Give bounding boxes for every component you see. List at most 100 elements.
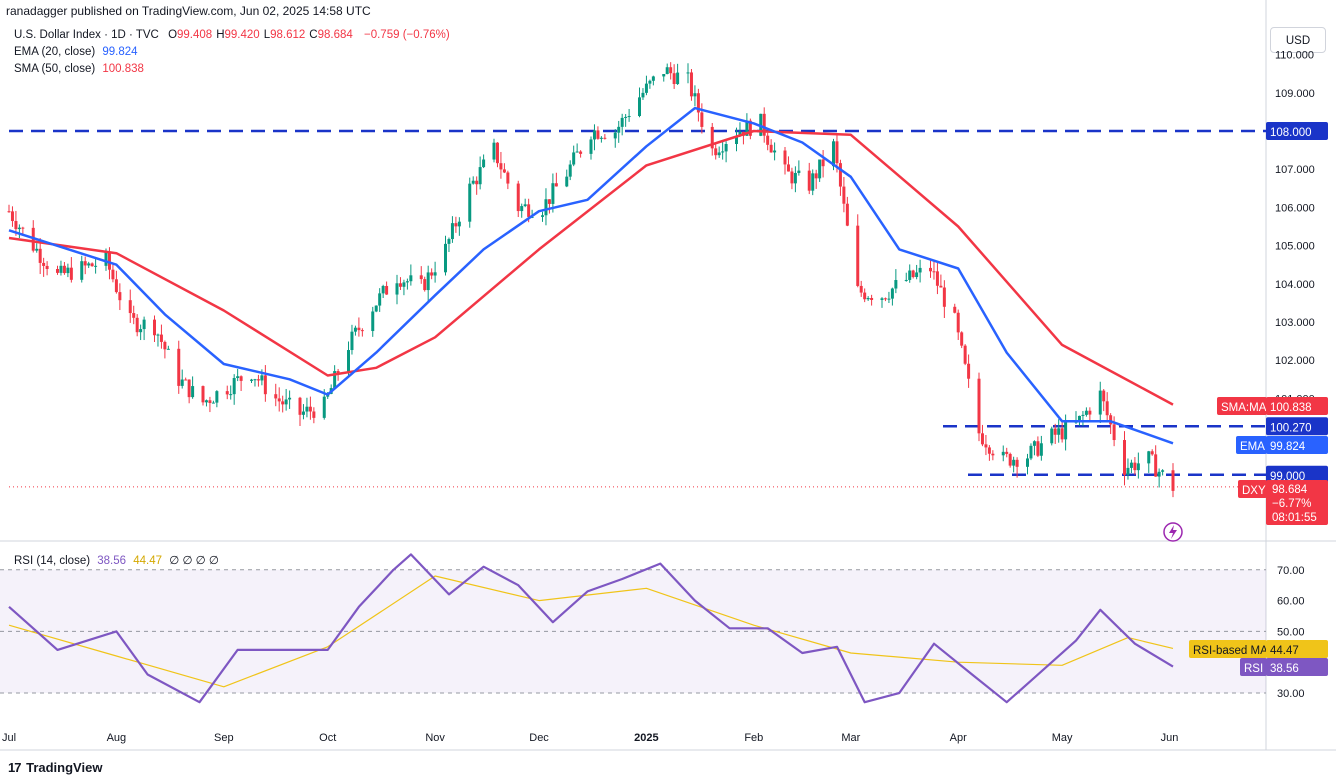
level-badge-99: 99.000 bbox=[1266, 465, 1328, 484]
candle-body bbox=[838, 163, 842, 187]
sma-label: SMA (50, close) bbox=[14, 63, 96, 75]
candle-body bbox=[1015, 459, 1019, 467]
candle-body bbox=[648, 80, 652, 84]
candle-body bbox=[547, 199, 551, 204]
candle bbox=[142, 316, 146, 341]
candle bbox=[80, 255, 84, 283]
ohlc-value-c: 98.684 bbox=[317, 29, 353, 41]
candle-body bbox=[83, 261, 87, 266]
candle bbox=[395, 274, 399, 305]
candle-body bbox=[696, 93, 700, 113]
candle bbox=[880, 297, 884, 308]
dxy-price: 98.684 bbox=[1272, 484, 1308, 496]
candle bbox=[859, 280, 863, 297]
candle bbox=[894, 269, 898, 294]
candle-body bbox=[191, 386, 195, 398]
candle bbox=[17, 224, 21, 239]
candle-body bbox=[1112, 424, 1116, 441]
rsi-line[interactable] bbox=[8, 553, 1174, 704]
candle-body bbox=[1084, 410, 1088, 415]
candle bbox=[308, 396, 312, 420]
rsi-ma-value: 44.47 bbox=[133, 555, 163, 567]
candle-body bbox=[409, 275, 413, 282]
rsi-tick-label: 50.00 bbox=[1277, 626, 1305, 638]
candle bbox=[551, 173, 555, 213]
candle bbox=[381, 284, 385, 299]
candle bbox=[714, 143, 718, 160]
candle-body bbox=[250, 379, 253, 381]
ema-legend[interactable]: EMA (20, close) 99.824 bbox=[14, 46, 138, 58]
candle bbox=[967, 354, 971, 388]
lightning-icon[interactable] bbox=[1163, 522, 1183, 542]
dxy-countdown: 08:01:55 bbox=[1272, 512, 1317, 524]
rsi-legend[interactable]: RSI (14, close) 38.56 44.47 ∅ ∅ ∅ ∅ bbox=[14, 553, 219, 567]
candle bbox=[1088, 407, 1092, 422]
time-tick-label: Dec bbox=[529, 732, 549, 744]
tradingview-logo[interactable]: 17 TradingView bbox=[8, 760, 102, 775]
candle-body bbox=[1050, 428, 1054, 444]
candle-body bbox=[80, 261, 84, 280]
candle-body bbox=[890, 288, 894, 299]
candle bbox=[457, 217, 461, 236]
candle bbox=[42, 257, 46, 277]
candle bbox=[378, 288, 382, 312]
candle bbox=[159, 324, 163, 349]
candle bbox=[253, 378, 257, 387]
candle bbox=[523, 198, 527, 208]
level-badge-10027-bg bbox=[1266, 417, 1328, 436]
time-tick-label: 2025 bbox=[634, 732, 658, 744]
candle-body bbox=[322, 396, 326, 418]
candle bbox=[1029, 443, 1033, 461]
candle bbox=[662, 74, 666, 82]
candle bbox=[184, 377, 188, 381]
candle-body bbox=[336, 371, 340, 374]
rsi-ma-tag-text: RSI-based MA bbox=[1193, 645, 1268, 657]
candle bbox=[357, 317, 361, 337]
candle bbox=[890, 287, 894, 306]
candle bbox=[409, 264, 413, 286]
candle-body bbox=[579, 151, 583, 154]
candle bbox=[1105, 392, 1109, 421]
sma-legend[interactable]: SMA (50, close) 100.838 bbox=[14, 63, 144, 75]
ema20-line[interactable] bbox=[8, 106, 1174, 445]
dxy-badge: 98.684 −6.77% 08:01:55 bbox=[1266, 480, 1328, 525]
candle-body bbox=[159, 334, 163, 342]
ohlc-values: O99.408 H99.420 L98.612 C98.684 bbox=[168, 29, 357, 41]
rsi-ma-line[interactable] bbox=[8, 575, 1174, 688]
level-badge-10027-text: 100.270 bbox=[1270, 422, 1312, 434]
candle bbox=[166, 345, 170, 350]
candle-body bbox=[638, 97, 641, 117]
candle-body bbox=[651, 76, 655, 81]
candle-body bbox=[669, 67, 673, 74]
candle bbox=[1036, 436, 1040, 458]
candle-body bbox=[1077, 415, 1081, 422]
sma50-line[interactable] bbox=[8, 129, 1174, 406]
ema-tag-text: EMA bbox=[1240, 441, 1265, 453]
candle-body bbox=[104, 252, 108, 266]
candle bbox=[1032, 440, 1036, 456]
candle-body bbox=[786, 164, 790, 172]
candle-body bbox=[887, 298, 891, 300]
candle-body bbox=[870, 297, 874, 300]
candle-body bbox=[603, 137, 607, 139]
candle-body bbox=[447, 239, 451, 244]
candle bbox=[450, 216, 454, 243]
candle-body bbox=[932, 271, 936, 273]
candle-body bbox=[1088, 410, 1092, 415]
candle bbox=[904, 272, 908, 282]
symbol-legend[interactable]: U.S. Dollar Index · 1D · TVC O99.408 H99.… bbox=[14, 29, 450, 41]
candle-body bbox=[177, 348, 181, 386]
candle bbox=[866, 296, 870, 301]
candle bbox=[430, 268, 434, 280]
currency-button[interactable]: USD bbox=[1270, 27, 1326, 53]
candle-body bbox=[592, 130, 596, 140]
candle bbox=[277, 387, 281, 412]
candle bbox=[863, 288, 867, 303]
candle bbox=[35, 243, 39, 253]
candle-body bbox=[468, 183, 472, 222]
candle bbox=[565, 169, 569, 188]
candle-body bbox=[624, 116, 628, 118]
candle bbox=[911, 269, 915, 279]
rsi-tag-text: RSI bbox=[1244, 663, 1263, 675]
